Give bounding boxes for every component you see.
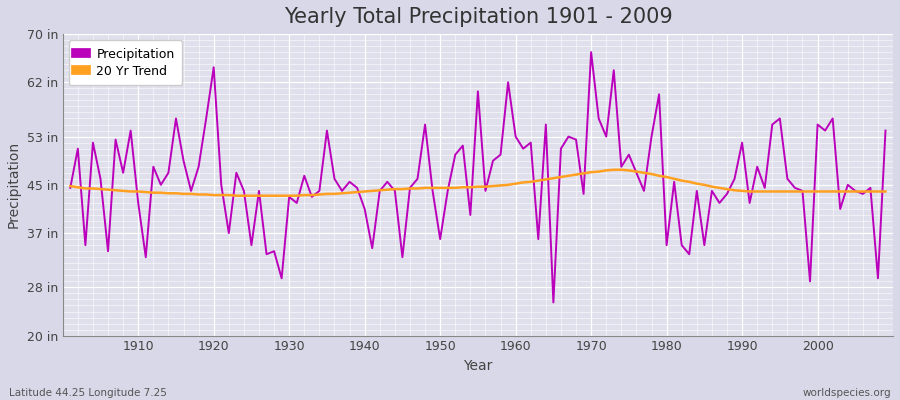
20 Yr Trend (344, 190, 355, 195)
Text: worldspecies.org: worldspecies.org (803, 388, 891, 398)
Line: 20 Yr Trend: 20 Yr Trend (70, 170, 886, 196)
20 Yr Trend (880, 189, 891, 194)
20 Yr Trend (299, 193, 310, 198)
Precipitation (337, 188, 347, 193)
20 Yr Trend (510, 181, 521, 186)
X-axis label: Year: Year (464, 359, 492, 373)
Legend: Precipitation, 20 Yr Trend: Precipitation, 20 Yr Trend (69, 40, 182, 85)
Text: Latitude 44.25 Longitude 7.25: Latitude 44.25 Longitude 7.25 (9, 388, 166, 398)
20 Yr Trend (125, 189, 136, 194)
Line: Precipitation: Precipitation (70, 52, 886, 302)
Precipitation (510, 134, 521, 139)
Precipitation (880, 128, 891, 133)
20 Yr Trend (65, 184, 76, 188)
Precipitation (503, 80, 514, 85)
Precipitation (548, 300, 559, 305)
Y-axis label: Precipitation: Precipitation (7, 141, 21, 228)
Precipitation (125, 128, 136, 133)
Precipitation (292, 200, 302, 205)
Precipitation (616, 164, 626, 169)
20 Yr Trend (608, 167, 619, 172)
Precipitation (65, 186, 76, 190)
Precipitation (586, 50, 597, 54)
20 Yr Trend (616, 167, 626, 172)
20 Yr Trend (518, 180, 528, 185)
Title: Yearly Total Precipitation 1901 - 2009: Yearly Total Precipitation 1901 - 2009 (284, 7, 672, 27)
20 Yr Trend (231, 193, 242, 198)
